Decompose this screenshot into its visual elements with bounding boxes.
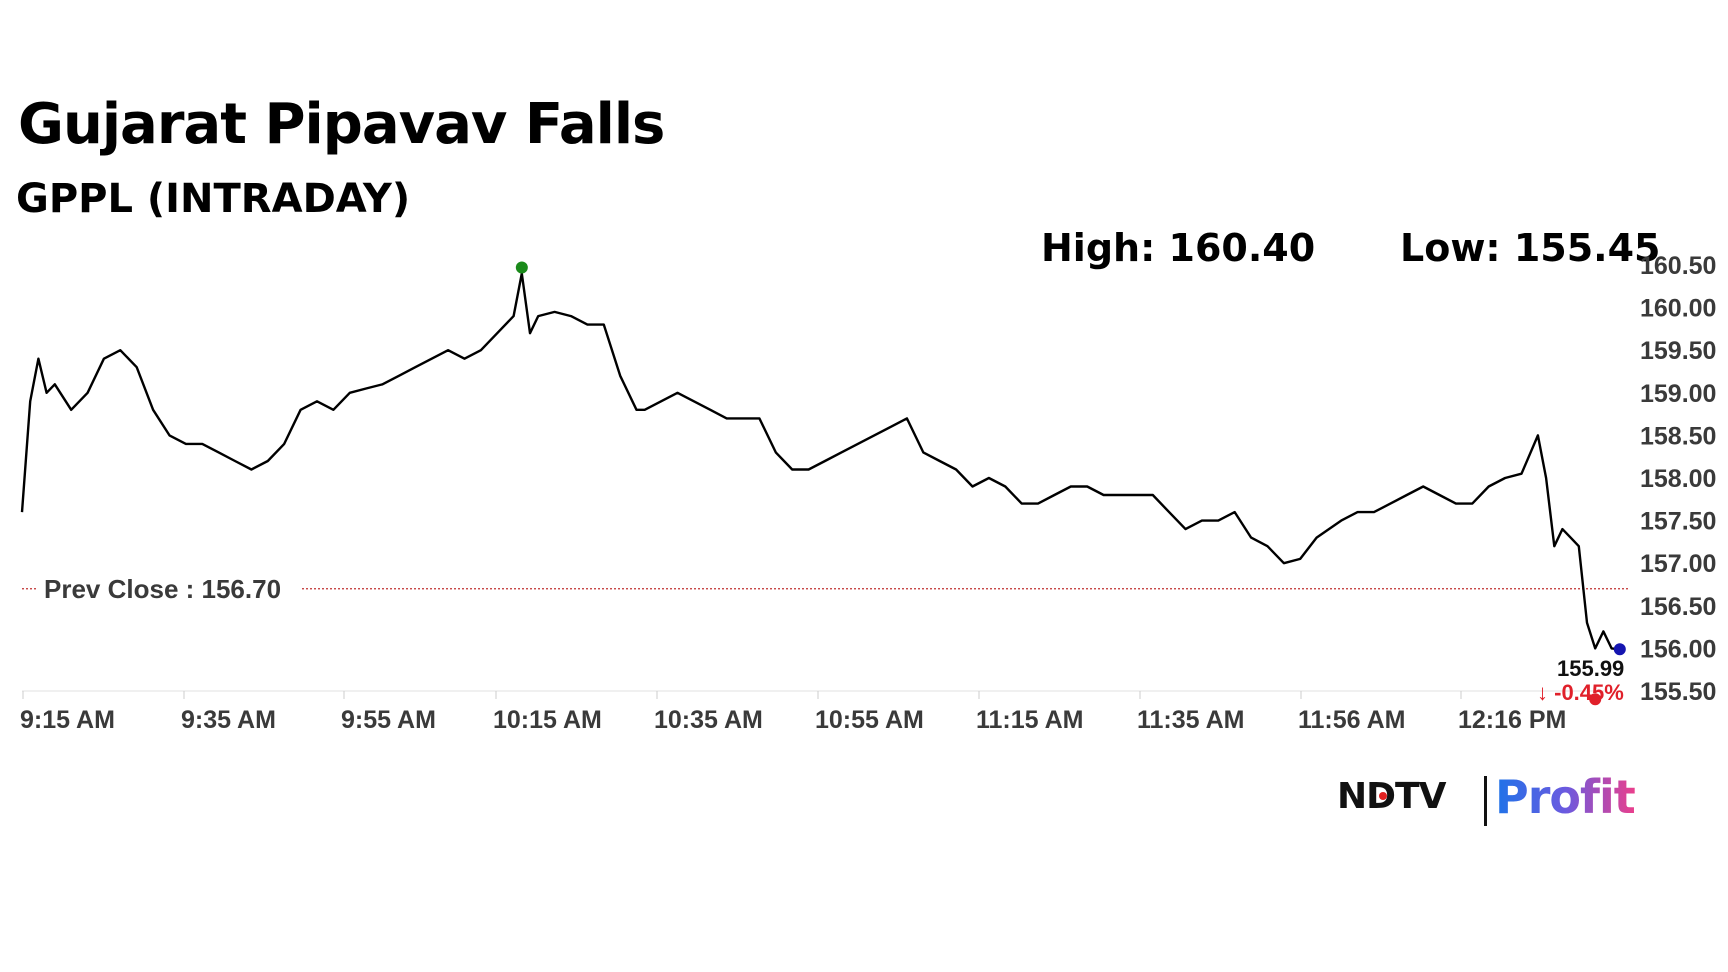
last-price-label: 155.99 bbox=[1557, 656, 1624, 681]
y-tick-label: 156.50 bbox=[1640, 593, 1716, 621]
logo-ndtv-text: NDTV bbox=[1337, 776, 1446, 817]
y-tick-label: 159.00 bbox=[1640, 380, 1716, 408]
chart-title: Gujarat Pipavav Falls bbox=[18, 92, 665, 157]
x-axis: 9:15 AM 9:35 AM 9:55 AM 10:15 AM 10:35 AM 10:… bbox=[20, 690, 1605, 734]
x-tick-label: 10:15 AM bbox=[493, 706, 602, 734]
y-tick-label: 158.00 bbox=[1640, 465, 1716, 493]
y-tick-label: 156.00 bbox=[1640, 635, 1716, 663]
y-axis: 160.50 160.00 159.50 159.00 158.50 158.00 157.… bbox=[1640, 252, 1716, 706]
x-tick-label: 11:35 AM bbox=[1137, 706, 1244, 734]
high-price-label: High: 160.40 bbox=[1041, 226, 1316, 270]
prev-close-label-bg bbox=[36, 574, 300, 603]
y-tick-label: 155.50 bbox=[1640, 678, 1716, 706]
high-marker bbox=[515, 261, 528, 274]
x-tick-label: 9:15 AM bbox=[20, 706, 115, 734]
prev-close-label: Prev Close : 156.70 bbox=[44, 574, 281, 604]
low-price-label: Low: 155.45 bbox=[1400, 226, 1661, 270]
y-tick-label: 160.00 bbox=[1640, 295, 1716, 323]
y-tick-label: 158.50 bbox=[1640, 422, 1716, 450]
x-tick-label: 11:15 AM bbox=[976, 706, 1083, 734]
y-tick-label: 157.50 bbox=[1640, 508, 1716, 536]
y-tick-label: 160.50 bbox=[1640, 252, 1716, 280]
x-tick-label: 11:56 AM bbox=[1298, 706, 1405, 734]
price-line bbox=[20, 272, 1620, 651]
x-tick-label: 10:55 AM bbox=[815, 706, 924, 734]
logo-divider bbox=[1484, 776, 1487, 826]
x-tick-label: 10:35 AM bbox=[654, 706, 763, 734]
low-marker bbox=[1589, 693, 1602, 706]
y-tick-label: 159.50 bbox=[1640, 337, 1716, 365]
change-percent-label: ↓ -0.45% bbox=[1537, 680, 1624, 705]
chart-subtitle: GPPL (INTRADAY) bbox=[16, 176, 411, 222]
x-tick-label: 9:35 AM bbox=[181, 706, 276, 734]
y-tick-label: 157.00 bbox=[1640, 550, 1716, 578]
logo-profit-text: Profit bbox=[1495, 770, 1636, 824]
x-tick-label: 12:16 PM bbox=[1458, 706, 1566, 734]
markers bbox=[515, 261, 1626, 706]
last-price-marker bbox=[1613, 643, 1626, 656]
x-tick-label: 9:55 AM bbox=[341, 706, 436, 734]
logo-dot bbox=[1379, 792, 1387, 800]
